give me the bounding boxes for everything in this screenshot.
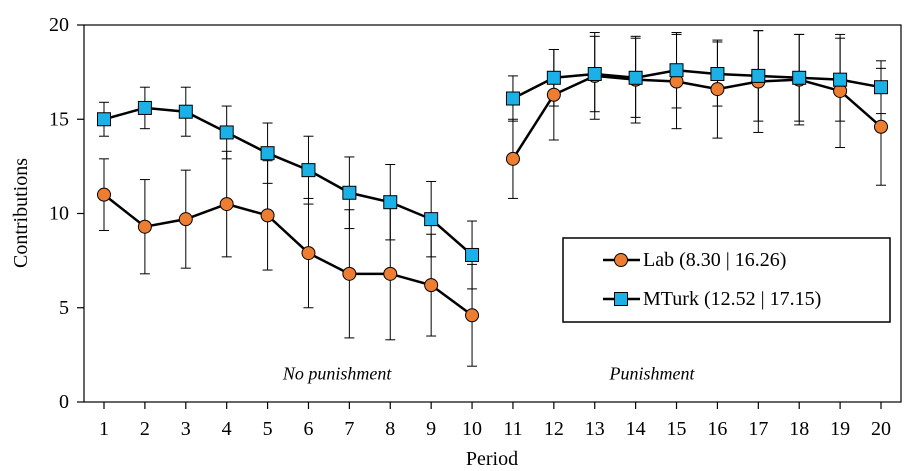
marker-mturk [505,91,520,106]
x-tick-label: 3 [181,418,191,440]
series-line-lab [511,74,882,160]
series-line-mturk [103,106,473,256]
marker-mturk [424,212,439,227]
marker-lab [505,151,520,166]
x-tick-label: 17 [748,418,768,440]
x-axis-label: Period [466,448,518,470]
y-tick-label: 5 [59,297,69,319]
x-tick-label: 14 [626,418,646,440]
series-line-lab [103,193,473,317]
x-tick-label: 7 [344,418,354,440]
marker-lab [137,219,152,234]
x-tick-label: 20 [871,418,891,440]
y-tick-label: 10 [49,203,69,225]
marker-mturk [546,70,561,85]
x-tick-label: 12 [544,418,564,440]
marker-mturk [833,72,848,87]
marker-lab [465,308,480,323]
axes-layer [77,24,902,409]
marker-mturk [178,104,193,119]
marker-mturk [710,67,725,82]
marker-lab [383,266,398,281]
y-axis-label: Contributions [10,158,32,268]
annotation-punishment: Punishment [608,364,695,384]
x-tick-label: 1 [99,418,109,440]
y-tick-label: 20 [49,14,69,36]
x-tick-label: 8 [385,418,395,440]
marker-mturk [669,63,684,78]
marker-lab [874,119,888,134]
marker-mturk [587,67,602,82]
x-tick-label: 19 [830,418,850,440]
x-tick-label: 15 [667,418,687,440]
marker-lab [424,278,439,293]
marker-lab [219,197,234,212]
x-tick-label: 6 [303,418,313,440]
x-tick-label: 2 [140,418,150,440]
marker-lab [342,266,357,281]
marker-mturk [792,70,807,85]
annotation-no-punishment: No punishment [282,364,393,384]
x-tick-label: 4 [222,418,232,440]
series-lines-layer [103,68,882,317]
marker-lab [301,246,316,261]
marker-lab [97,187,111,202]
x-tick-label: 16 [707,418,727,440]
y-tick-label: 0 [59,391,69,413]
y-tick-label: 15 [49,108,69,130]
x-tick-label: 9 [426,418,436,440]
series-line-mturk [512,68,882,100]
x-tick-label: 10 [462,418,482,440]
marker-mturk [260,146,275,161]
marker-mturk [751,68,766,83]
legend-marker-lab [614,253,628,267]
marker-mturk [301,163,316,178]
x-tick-label: 5 [263,418,273,440]
marker-lab [710,82,725,97]
legend: Lab (8.30 | 16.26) MTurk (12.52 | 17.15) [562,237,891,323]
marker-mturk [465,247,480,262]
legend-marker-mturk [614,292,628,306]
marker-mturk [342,185,357,200]
markers-layer [97,63,888,323]
legend-box [562,237,891,323]
marker-mturk [383,195,398,210]
legend-label-lab: Lab (8.30 | 16.26) [643,249,786,271]
marker-mturk [219,125,234,140]
marker-mturk [137,100,152,115]
marker-lab [178,212,193,227]
marker-mturk [874,80,888,95]
x-tick-label: 18 [789,418,809,440]
legend-label-mturk: MTurk (12.52 | 17.15) [643,288,821,310]
marker-mturk [97,112,111,127]
x-tick-label: 11 [503,418,522,440]
x-tick-label: 13 [585,418,605,440]
marker-mturk [628,70,643,85]
marker-lab [260,208,275,223]
marker-lab [546,87,561,102]
